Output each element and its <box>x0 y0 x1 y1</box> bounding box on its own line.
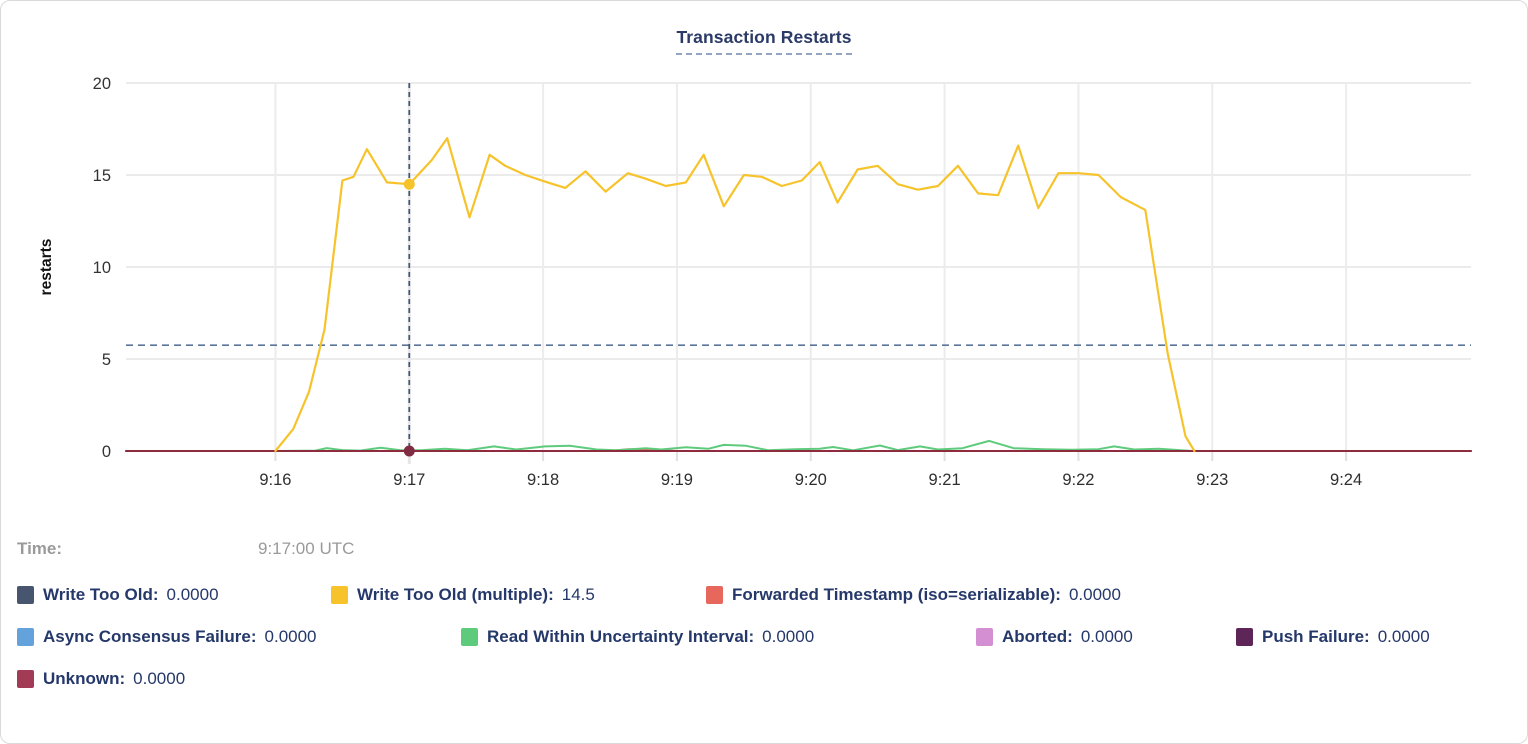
legend-label: Forwarded Timestamp (iso=serializable): <box>732 585 1061 604</box>
legend-item-push-failure: Push Failure: 0.0000 <box>1236 627 1430 647</box>
legend-swatch <box>461 628 478 646</box>
legend-label: Write Too Old (multiple): <box>357 585 554 604</box>
legend-item-write-too-old-multiple: Write Too Old (multiple): 14.5 <box>331 585 706 605</box>
y-tick-label: 0 <box>102 443 111 461</box>
legend-value: 14.5 <box>561 585 595 604</box>
legend-row: Async Consensus Failure: 0.0000 Read Withi… <box>17 627 1517 647</box>
crosshair-marker <box>403 178 415 190</box>
legend-label: Unknown: <box>43 669 126 688</box>
x-tick-label: 9:22 <box>1062 471 1094 489</box>
legend-value: 0.0000 <box>1080 627 1133 646</box>
x-tick-label: 9:17 <box>393 471 425 489</box>
legend-value: 0.0000 <box>762 627 815 646</box>
x-tick-label: 9:16 <box>259 471 291 489</box>
legend-label: Write Too Old: <box>43 585 159 604</box>
legend-swatch <box>976 628 993 646</box>
x-tick-label: 9:24 <box>1330 471 1362 489</box>
legend-item-read-within-uncertainty-interval: Read Within Uncertainty Interval: 0.0000 <box>461 627 976 647</box>
x-tick-label: 9:21 <box>929 471 961 489</box>
y-tick-label: 5 <box>102 351 111 369</box>
legend-item-async-consensus-failure: Async Consensus Failure: 0.0000 <box>17 627 461 647</box>
legend-swatch <box>331 586 348 604</box>
x-tick-label: 9:19 <box>661 471 693 489</box>
legend-item-write-too-old: Write Too Old: 0.0000 <box>17 585 331 605</box>
legend-value: 0.0000 <box>1068 585 1121 604</box>
crosshair-marker <box>403 445 415 457</box>
legend-swatch <box>17 628 34 646</box>
y-axis-title: restarts <box>38 239 55 296</box>
legend-value: 0.0000 <box>264 627 317 646</box>
legend-swatch <box>17 670 34 688</box>
legend-label: Push Failure: <box>1262 627 1370 646</box>
legend-label: Aborted: <box>1002 627 1073 646</box>
legend-row: Unknown: 0.0000 <box>17 669 1517 689</box>
chart-legend: Write Too Old: 0.0000 Write Too Old (multi… <box>17 585 1517 711</box>
legend-item-forwarded-timestamp-iso-serializable: Forwarded Timestamp (iso=serializable): 0… <box>706 585 1121 605</box>
legend-label: Read Within Uncertainty Interval: <box>487 627 755 646</box>
chart-title[interactable]: Transaction Restarts <box>676 27 852 55</box>
time-value: 9:17:00 UTC <box>258 539 355 558</box>
y-tick-label: 15 <box>93 167 111 185</box>
chart-header: Transaction Restarts <box>1 27 1527 55</box>
x-tick-label: 9:18 <box>527 471 559 489</box>
legend-row: Write Too Old: 0.0000 Write Too Old (multi… <box>17 585 1517 605</box>
legend-swatch <box>1236 628 1253 646</box>
transaction-restarts-chart[interactable]: 0 5 10 15 20 9:16 9:17 9:18 9:19 9:20 9:21 9:22 9:23… <box>1 1 1528 513</box>
legend-item-unknown: Unknown: 0.0000 <box>17 669 185 689</box>
hover-time-row: Time: 9:17:00 UTC <box>17 539 354 559</box>
y-tick-label: 20 <box>93 75 111 93</box>
legend-value: 0.0000 <box>1377 627 1430 646</box>
y-tick-label: 10 <box>93 259 111 277</box>
legend-value: 0.0000 <box>133 669 186 688</box>
x-tick-label: 9:23 <box>1196 471 1228 489</box>
legend-swatch <box>706 586 723 604</box>
legend-swatch <box>17 586 34 604</box>
legend-label: Async Consensus Failure: <box>43 627 257 646</box>
time-label: Time: <box>17 539 63 558</box>
x-tick-label: 9:20 <box>795 471 827 489</box>
legend-value: 0.0000 <box>166 585 219 604</box>
legend-item-aborted: Aborted: 0.0000 <box>976 627 1236 647</box>
